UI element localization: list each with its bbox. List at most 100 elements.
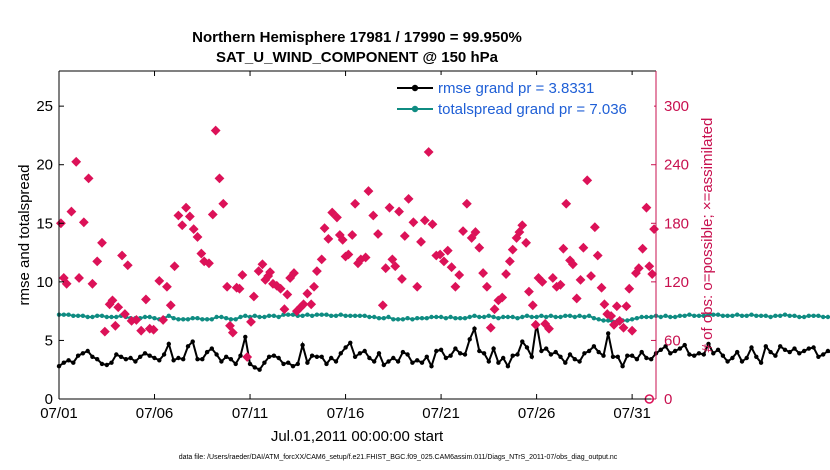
- rmse-point: [591, 344, 597, 349]
- rmse-point: [672, 348, 678, 354]
- totalspread-point: [434, 314, 439, 320]
- totalspread-point: [792, 313, 797, 318]
- rmse-point: [634, 357, 640, 362]
- obs-assimilated-marker: [265, 267, 276, 278]
- obs-assimilated-marker: [609, 319, 619, 330]
- totalspread-point: [778, 313, 783, 318]
- legend-rmse-label: rmse grand pr = 3.8331: [438, 80, 594, 97]
- totalspread-point: [314, 312, 320, 317]
- obs-assimilated-marker: [117, 250, 127, 261]
- obs-assimilated-marker: [165, 300, 176, 311]
- obs-assimilated-marker: [575, 274, 586, 285]
- obs-assimilated-marker: [222, 281, 233, 292]
- totalspread-point: [816, 313, 821, 318]
- rmse-point: [472, 326, 477, 331]
- totalspread-point: [601, 318, 606, 323]
- totalspread-point: [782, 312, 788, 317]
- totalspread-point: [682, 313, 687, 318]
- totalspread-point: [472, 313, 477, 318]
- rmse-point: [639, 349, 644, 355]
- x-tick-label: 07/16: [327, 405, 365, 422]
- y-left-tick-label: 20: [36, 157, 53, 174]
- obs-assimilated-marker: [347, 230, 358, 240]
- obs-assimilated-marker: [466, 233, 477, 243]
- obs-assimilated-marker: [631, 268, 641, 278]
- totalspread-point: [735, 312, 740, 317]
- rmse-point: [458, 351, 463, 356]
- rmse-point: [324, 361, 329, 367]
- chart-title-line1: Northern Hemisphere 17981 / 17990 = 99.9…: [192, 29, 522, 46]
- rmse-point: [825, 348, 830, 354]
- rmse-point: [166, 341, 171, 347]
- rmse-point: [104, 362, 110, 368]
- totalspread-point: [66, 312, 71, 317]
- totalspread-point: [806, 313, 811, 318]
- rmse-point: [161, 352, 167, 357]
- obs-assimilated-marker: [458, 226, 468, 237]
- obs-assimilated-marker: [99, 326, 110, 337]
- obs-assimilated-marker: [435, 249, 446, 260]
- rmse-point: [185, 344, 191, 349]
- rmse-point: [118, 354, 124, 359]
- rmse-point: [768, 349, 773, 355]
- obs-assimilated-marker: [419, 215, 430, 226]
- rmse-point: [314, 354, 320, 359]
- legend: rmse grand pr = 3.8331 totalspread grand…: [392, 75, 654, 119]
- rmse-point: [462, 352, 468, 357]
- rmse-point: [696, 351, 702, 356]
- x-axis-ticks: 07/01 07/06 07/11 07/16 07/21 07/26 07/31: [40, 71, 651, 422]
- totalspread-point: [477, 314, 482, 320]
- rmse-point: [181, 357, 186, 362]
- totalspread-point: [725, 313, 730, 318]
- rmse-point: [362, 348, 367, 354]
- rmse-point: [142, 351, 148, 356]
- rmse-point: [128, 355, 133, 361]
- rmse-point: [649, 357, 654, 362]
- totalspread-point: [200, 317, 205, 322]
- obs-assimilated-marker: [192, 232, 203, 242]
- rmse-point: [171, 358, 176, 363]
- totalspread-point: [271, 313, 277, 318]
- obs-assimilated-marker: [74, 273, 84, 283]
- totalspread-point: [343, 313, 348, 318]
- rmse-point: [510, 353, 515, 358]
- rmse-point: [620, 364, 625, 369]
- totalspread-point: [324, 312, 329, 317]
- obs-assimilated-marker: [66, 206, 77, 217]
- rmse-point: [133, 359, 138, 364]
- obs-assimilated-marker: [360, 252, 371, 263]
- totalspread-point: [319, 312, 324, 317]
- plot-area: [59, 71, 656, 399]
- rmse-point: [520, 339, 525, 344]
- obs-assimilated-marker: [403, 193, 414, 204]
- rmse-point: [152, 355, 157, 361]
- rmse-point: [629, 353, 635, 358]
- obs-assimilated-marker: [454, 270, 465, 280]
- obs-assimilated-marker: [637, 243, 648, 254]
- totalspread-point: [720, 313, 726, 318]
- rmse-point: [157, 358, 162, 363]
- rmse-point: [305, 360, 310, 365]
- rmse-point: [343, 345, 348, 350]
- obs-assimilated-marker: [319, 223, 330, 234]
- obs-assimilated-marker: [218, 198, 229, 209]
- totalspread-point: [486, 313, 491, 318]
- totalspread-point: [577, 313, 582, 318]
- totalspread-point: [424, 316, 429, 321]
- rmse-point: [252, 365, 257, 370]
- obs-assimilated-marker: [439, 256, 449, 267]
- x-tick-label: 07/21: [422, 405, 460, 422]
- rmse-point: [448, 353, 453, 358]
- obs-assimilated-marker: [210, 125, 221, 136]
- totalspread-point: [634, 316, 640, 321]
- totalspread-point: [276, 314, 281, 320]
- obs-assimilated-marker: [489, 304, 500, 315]
- obs-assimilated-marker: [141, 294, 151, 305]
- obs-assimilated-marker: [478, 268, 489, 278]
- totalspread-point: [539, 313, 544, 318]
- totalspread-point: [715, 312, 721, 317]
- totalspread-point: [730, 313, 735, 318]
- obs-assimilated-marker: [92, 256, 103, 267]
- rmse-point: [553, 349, 558, 355]
- rmse-point: [395, 359, 401, 364]
